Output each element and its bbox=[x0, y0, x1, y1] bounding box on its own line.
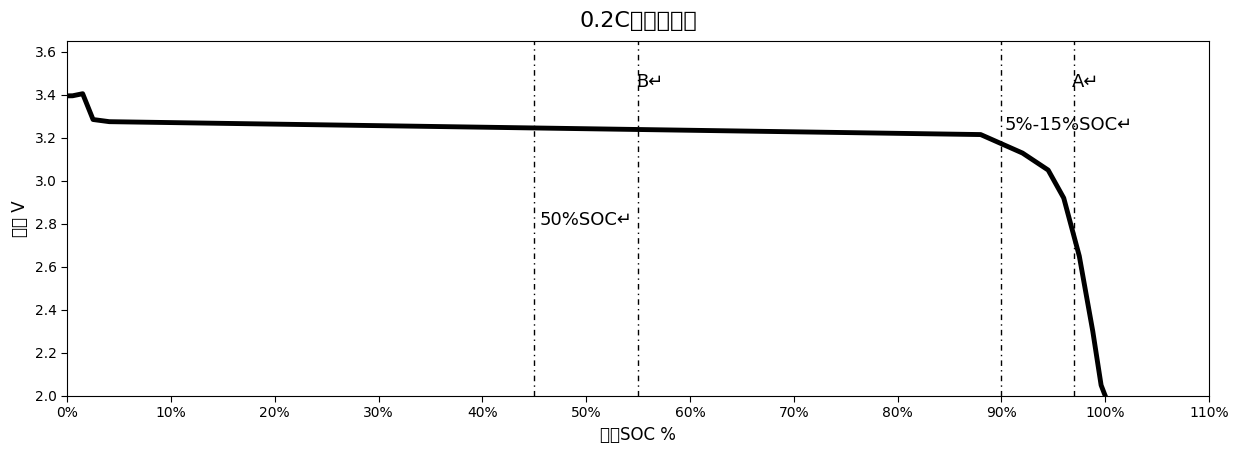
Text: A↵: A↵ bbox=[1073, 73, 1100, 91]
Text: B↵: B↵ bbox=[636, 73, 663, 91]
Title: 0.2C放电曲线图: 0.2C放电曲线图 bbox=[579, 11, 697, 31]
Text: 5%-15%SOC↵: 5%-15%SOC↵ bbox=[1004, 116, 1133, 134]
X-axis label: 放电SOC %: 放电SOC % bbox=[600, 426, 676, 444]
Text: 50%SOC↵: 50%SOC↵ bbox=[539, 211, 632, 228]
Y-axis label: 电压 V: 电压 V bbox=[11, 200, 29, 237]
